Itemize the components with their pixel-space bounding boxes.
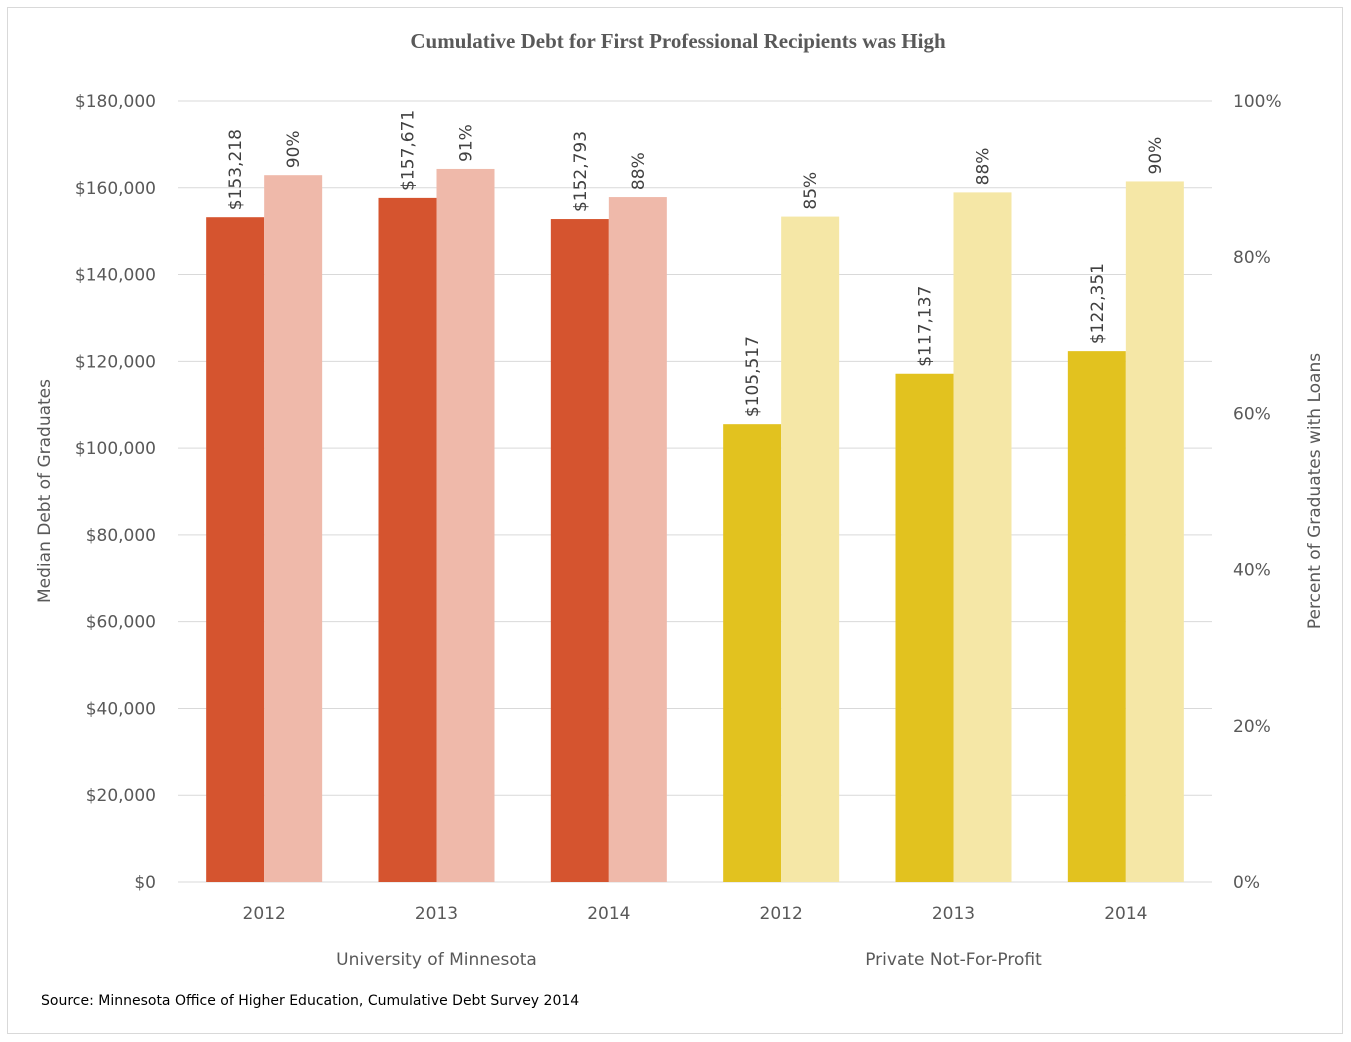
gridlines [178, 100, 1212, 883]
debt-value-label: $105,517 [743, 336, 763, 417]
left-axis-label: Median Debt of Graduates [35, 379, 55, 603]
percent-bar [1125, 181, 1184, 882]
left-tick-label: $60,000 [86, 613, 156, 633]
left-tick-label: $80,000 [86, 526, 156, 546]
debt-value-label: $157,671 [399, 110, 419, 191]
right-tick-label: 80% [1233, 248, 1271, 268]
chart-title: Cumulative Debt for First Professional R… [410, 29, 946, 53]
year-label: 2012 [243, 904, 286, 924]
debt-value-label: $153,218 [226, 129, 246, 210]
right-axis-ticks: 0% 20% 40% 60% 80% 100% [1233, 92, 1282, 893]
debt-bar [723, 424, 782, 882]
left-tick-label: $0 [134, 873, 156, 893]
percent-bar [781, 216, 840, 882]
left-tick-label: $20,000 [86, 786, 156, 806]
percent-value-label: 88% [974, 148, 994, 186]
percent-value-label: 90% [284, 130, 304, 168]
debt-bar [378, 197, 437, 882]
right-tick-label: 40% [1233, 561, 1271, 581]
debt-value-label: $122,351 [1088, 263, 1108, 344]
bars [206, 168, 1184, 883]
debt-value-label: $117,137 [916, 286, 936, 367]
percent-value-label: 88% [629, 152, 649, 190]
source-note: Source: Minnesota Office of Higher Educa… [41, 993, 579, 1009]
left-tick-label: $160,000 [75, 179, 156, 199]
year-label: 2012 [760, 904, 803, 924]
right-tick-label: 0% [1233, 873, 1260, 893]
left-axis-ticks: $0 $20,000 $40,000 $60,000 $80,000 $100,000 $1… [75, 92, 156, 893]
year-label: 2013 [932, 904, 975, 924]
percent-bar [436, 168, 495, 882]
left-tick-label: $100,000 [75, 439, 156, 459]
percent-bar [953, 192, 1012, 882]
debt-bar [550, 219, 609, 882]
right-tick-label: 60% [1233, 404, 1271, 424]
percent-value-label: 90% [1146, 137, 1166, 175]
group-label: University of Minnesota [336, 950, 537, 970]
year-label: 2013 [415, 904, 458, 924]
year-label: 2014 [587, 904, 630, 924]
percent-value-label: 85% [801, 172, 821, 210]
left-tick-label: $180,000 [75, 92, 156, 112]
debt-bar [895, 373, 954, 882]
right-tick-label: 100% [1233, 92, 1282, 112]
left-tick-label: $40,000 [86, 699, 156, 719]
debt-bar [206, 217, 265, 883]
percent-value-label: 91% [457, 124, 477, 162]
percent-bar [608, 197, 667, 883]
group-label: Private Not-For-Profit [865, 950, 1042, 970]
x-axis-categories: 2012 2013 2014 2012 2013 2014 University of Mi… [243, 904, 1148, 970]
right-axis-label: Percent of Graduates with Loans [1305, 353, 1325, 629]
right-tick-label: 20% [1233, 717, 1271, 737]
left-tick-label: $120,000 [75, 352, 156, 372]
data-labels: $153,218 90% $157,671 91% $152,793 88% $105,51… [226, 110, 1166, 417]
left-tick-label: $140,000 [75, 266, 156, 286]
debt-bar [1067, 351, 1126, 883]
percent-bar [264, 175, 323, 882]
year-label: 2014 [1104, 904, 1147, 924]
debt-value-label: $152,793 [571, 131, 591, 212]
